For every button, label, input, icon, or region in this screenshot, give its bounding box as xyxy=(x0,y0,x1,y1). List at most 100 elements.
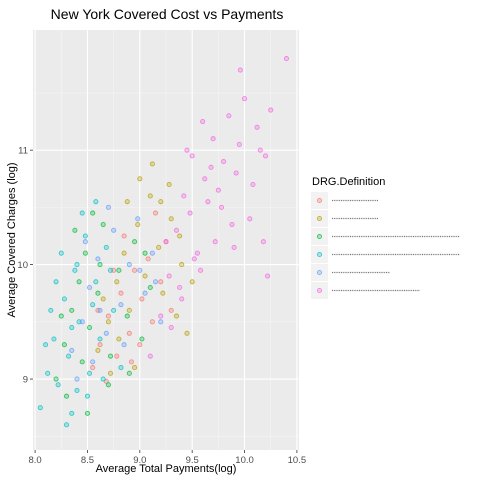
data-point xyxy=(128,359,134,365)
legend-key-marker xyxy=(316,269,323,276)
data-point xyxy=(116,267,122,273)
legend-key xyxy=(311,282,420,299)
data-point xyxy=(189,153,195,159)
legend-key-marker xyxy=(316,287,323,294)
data-point xyxy=(149,161,155,167)
y-tick-label: 10 xyxy=(17,260,28,271)
data-point xyxy=(250,181,256,188)
data-point xyxy=(105,382,111,388)
data-point xyxy=(194,250,200,256)
x-tick-label: 10.5 xyxy=(288,455,307,466)
data-point xyxy=(147,193,153,199)
data-point xyxy=(43,342,49,348)
data-point xyxy=(124,199,130,205)
data-point xyxy=(84,410,91,416)
data-point xyxy=(247,216,253,222)
data-point xyxy=(58,313,64,319)
data-points xyxy=(37,56,289,428)
data-point xyxy=(58,250,64,256)
data-point xyxy=(158,279,164,285)
x-tick-label: 8.5 xyxy=(81,455,94,466)
data-point xyxy=(74,262,80,268)
data-point xyxy=(132,365,138,371)
legend-key xyxy=(311,228,460,245)
data-point xyxy=(82,239,88,245)
legend-key-marker xyxy=(316,233,323,240)
data-point xyxy=(283,56,289,62)
data-point xyxy=(221,159,227,165)
data-point xyxy=(126,262,132,268)
data-point xyxy=(166,273,172,279)
data-point xyxy=(107,353,114,359)
data-point xyxy=(189,279,195,285)
data-point xyxy=(100,296,106,302)
data-point xyxy=(121,233,127,239)
data-point xyxy=(114,353,120,359)
legend-key-marker xyxy=(316,251,323,258)
data-point xyxy=(97,336,103,342)
y-axis-label: Average Covered Charges (log) xyxy=(6,162,18,317)
data-point xyxy=(226,113,232,119)
data-point xyxy=(158,319,164,325)
legend-key-box xyxy=(311,228,328,245)
data-point xyxy=(79,210,85,216)
data-point xyxy=(87,324,93,331)
data-point xyxy=(168,216,174,222)
data-point xyxy=(236,141,242,147)
data-point xyxy=(237,67,243,73)
data-point xyxy=(53,279,59,285)
data-point xyxy=(82,233,88,239)
data-point xyxy=(72,227,78,233)
data-point xyxy=(179,262,185,268)
data-point xyxy=(177,284,183,291)
data-point xyxy=(63,393,70,399)
series-1 xyxy=(90,210,174,384)
data-point xyxy=(69,347,75,353)
data-point xyxy=(61,296,67,302)
data-point xyxy=(166,181,172,188)
data-point xyxy=(158,199,164,205)
legend-key-box xyxy=(311,246,328,263)
data-point xyxy=(93,279,99,285)
data-point xyxy=(229,222,235,228)
data-point xyxy=(231,244,237,250)
data-point xyxy=(126,307,132,313)
x-tick-label: 9.0 xyxy=(133,455,146,466)
data-point xyxy=(132,239,138,245)
data-point xyxy=(137,267,143,273)
data-point xyxy=(137,342,143,348)
data-point xyxy=(152,279,159,285)
data-point xyxy=(205,199,211,205)
data-point xyxy=(107,370,114,376)
legend-key xyxy=(311,210,378,227)
data-point xyxy=(61,342,67,348)
data-point xyxy=(95,290,101,296)
data-point xyxy=(90,210,96,216)
data-point xyxy=(97,262,103,268)
series-5 xyxy=(69,204,164,382)
data-point xyxy=(90,359,96,365)
data-point xyxy=(121,342,127,348)
data-point xyxy=(145,256,151,262)
data-point xyxy=(118,365,124,371)
data-point xyxy=(139,296,145,302)
data-point xyxy=(257,147,263,153)
data-point xyxy=(184,147,190,153)
data-point xyxy=(126,330,132,336)
data-point xyxy=(111,307,117,313)
data-point xyxy=(135,222,141,228)
data-point xyxy=(202,176,208,182)
data-point xyxy=(66,353,72,359)
data-point xyxy=(69,324,75,331)
data-point xyxy=(79,359,85,365)
data-point xyxy=(191,256,197,262)
data-point xyxy=(53,376,59,382)
data-point xyxy=(114,279,120,285)
data-point xyxy=(97,342,103,348)
data-point xyxy=(100,376,106,382)
data-point xyxy=(179,296,185,302)
legend-key-box xyxy=(311,210,328,227)
data-point xyxy=(69,307,75,313)
data-point xyxy=(105,313,111,319)
data-point xyxy=(177,233,183,239)
